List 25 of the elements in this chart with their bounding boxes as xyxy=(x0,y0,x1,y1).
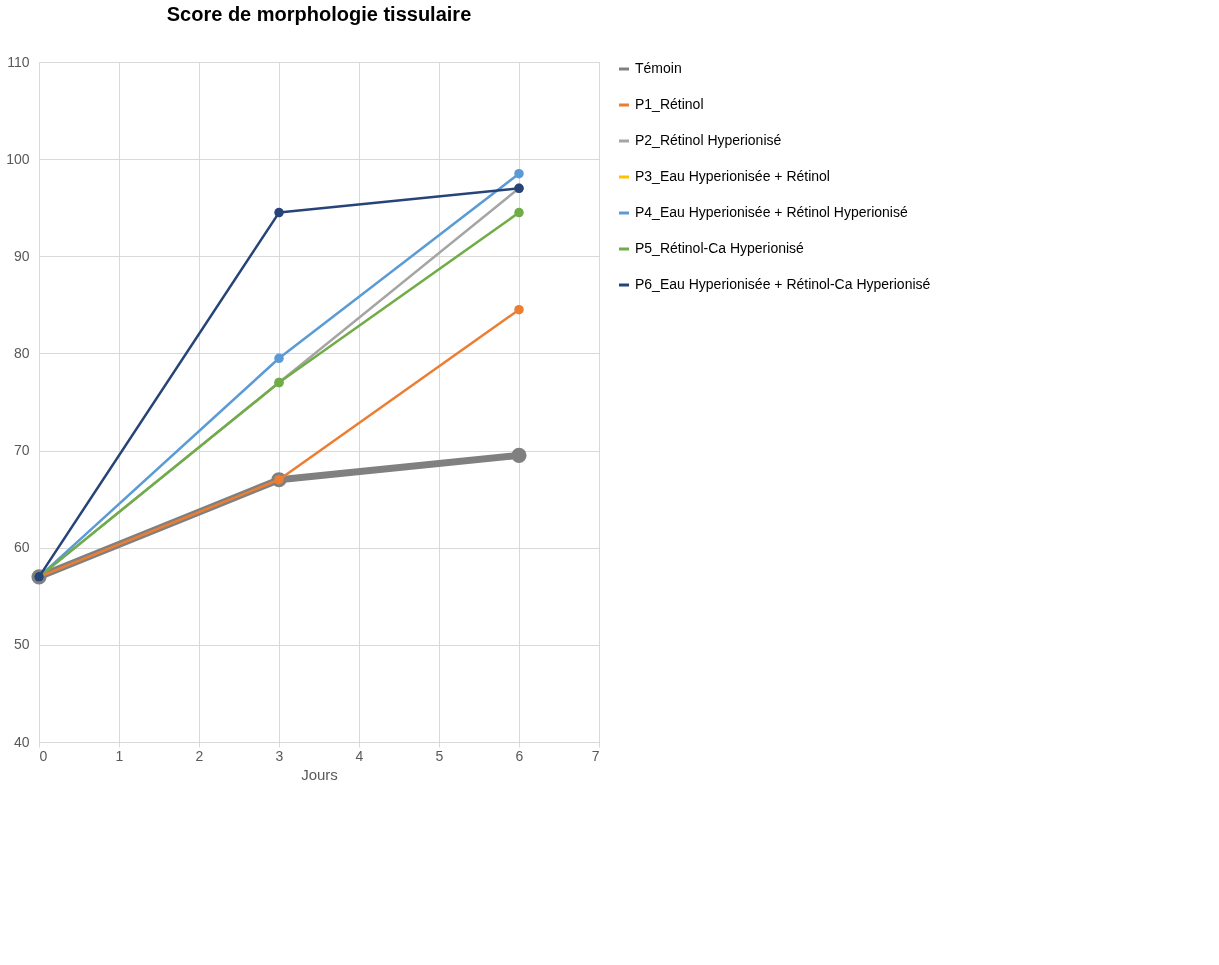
legend-label: P2_Rétinol Hyperionisé xyxy=(635,132,782,148)
legend-label: P6_Eau Hyperionisée + Rétinol-Ca Hyperionisé xyxy=(635,276,931,292)
x-tick-label: 4 xyxy=(355,747,364,764)
legend-label: P3_Eau Hyperionisée + Rétinol xyxy=(635,168,830,184)
y-tick-label: 60 xyxy=(13,539,30,556)
x-tick-label: 0 xyxy=(39,747,48,764)
x-tick-label: 6 xyxy=(515,747,524,764)
chart-title: Score de morphologie tissulaire xyxy=(166,3,472,25)
x-tick-label: 2 xyxy=(195,747,204,764)
y-tick-label: 110 xyxy=(7,53,30,70)
y-tick-label: 50 xyxy=(13,636,30,653)
legend-label: P5_Rétinol-Ca Hyperionisé xyxy=(635,240,805,256)
y-tick-label: 80 xyxy=(13,344,30,361)
x-tick-label: 5 xyxy=(435,747,444,764)
legend-label: Témoin xyxy=(635,60,682,76)
x-tick-label: 1 xyxy=(115,747,124,764)
legend-label: P4_Eau Hyperionisée + Rétinol Hyperionisé xyxy=(635,204,908,220)
y-tick-label: 40 xyxy=(13,733,30,750)
x-tick-label: 3 xyxy=(275,747,284,764)
x-axis-title: Jours xyxy=(301,765,338,783)
y-tick-label: 70 xyxy=(13,442,30,459)
legend-label: P1_Rétinol xyxy=(635,96,704,112)
x-tick-label: 7 xyxy=(591,747,600,764)
y-tick-label: 90 xyxy=(13,247,30,264)
y-tick-label: 100 xyxy=(6,150,30,167)
